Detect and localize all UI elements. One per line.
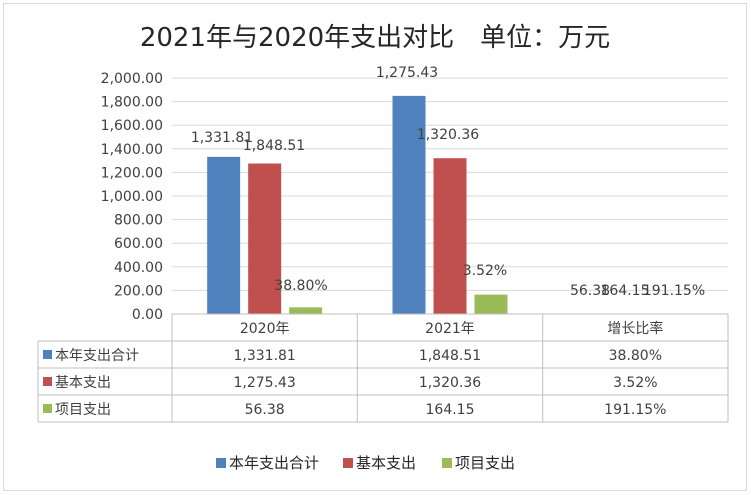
x-category-label: 2020年	[240, 321, 290, 337]
data-label: 1,848.51	[243, 138, 305, 154]
y-tick-label: 1,400.00	[101, 142, 163, 158]
y-tick-label: 200.00	[114, 283, 163, 299]
data-label: 1,275.43	[376, 65, 438, 81]
y-tick-label: 1,000.00	[101, 189, 163, 205]
table-legend-key	[43, 350, 52, 359]
table-series-name: 项目支出	[55, 402, 111, 418]
data-label: 1,331.81	[191, 130, 253, 146]
bar-3-1	[289, 307, 323, 314]
y-tick-label: 1,600.00	[101, 118, 163, 134]
legend-label: 项目支出	[455, 454, 515, 472]
y-tick-label: 800.00	[114, 213, 163, 229]
table-cell: 1,848.51	[419, 348, 481, 364]
legend-key	[216, 458, 226, 468]
table-legend-key	[43, 404, 52, 413]
y-tick-label: 2,000.00	[101, 71, 163, 87]
x-category-label: 2021年	[425, 321, 475, 337]
table-cell: 164.15	[426, 402, 475, 418]
data-label: 164.15	[601, 283, 650, 299]
table-cell: 38.80%	[609, 348, 662, 364]
table-cell: 3.52%	[613, 375, 657, 391]
x-category-label: 增长比率	[607, 320, 663, 337]
legend-label: 基本支出	[356, 454, 416, 472]
bar-3-2	[474, 294, 508, 314]
data-label: 191.15%	[643, 283, 705, 299]
y-tick-label: 1,200.00	[101, 165, 163, 181]
table-cell: 191.15%	[604, 402, 666, 418]
table-series-name: 基本支出	[55, 374, 111, 391]
y-tick-label: 400.00	[114, 260, 163, 276]
table-cell: 1,275.43	[233, 375, 295, 391]
bar-1-1	[207, 156, 241, 314]
legend-key	[343, 458, 353, 468]
data-label: 38.80%	[274, 278, 327, 294]
table-legend-key	[43, 377, 52, 386]
data-label: 1,320.36	[417, 127, 479, 143]
table-cell: 1,320.36	[419, 375, 481, 391]
y-tick-label: 600.00	[114, 236, 163, 252]
table-series-name: 本年支出合计	[55, 348, 139, 364]
chart-title: 2021年与2020年支出对比 单位：万元	[140, 23, 610, 53]
legend-label: 本年支出合计	[229, 454, 319, 472]
legend-key	[442, 458, 452, 468]
data-label: 3.52%	[463, 263, 507, 279]
data-label: 56.38	[570, 283, 610, 299]
y-tick-label: 0.00	[132, 307, 163, 323]
bar-2-2	[433, 158, 467, 314]
y-tick-label: 1,800.00	[101, 95, 163, 111]
bar-2-1	[248, 163, 282, 314]
table-cell: 1,331.81	[233, 348, 295, 364]
bar-1-2	[392, 95, 426, 314]
table-cell: 56.38	[245, 402, 285, 418]
chart-frame	[3, 3, 747, 491]
